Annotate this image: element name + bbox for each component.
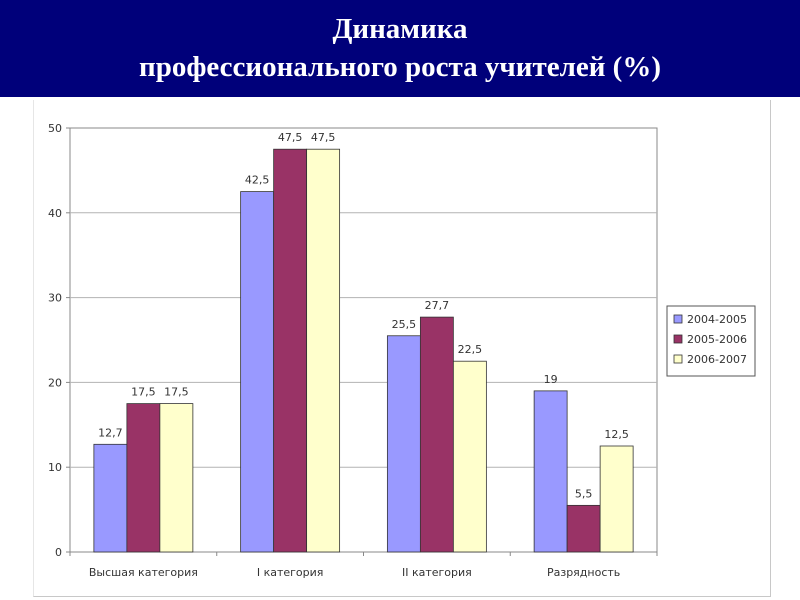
bar-3: [306, 148, 341, 553]
data-label: 19: [544, 373, 558, 386]
data-label: 27,7: [425, 299, 450, 312]
data-label: 22,5: [458, 343, 483, 356]
data-label: 17,5: [164, 386, 189, 399]
data-label: 17,5: [131, 386, 156, 399]
legend-swatch: [673, 334, 683, 344]
x-tick-label: Высшая категория: [89, 566, 198, 579]
x-tick-label: Разрядность: [547, 566, 620, 579]
legend-label: 2006-2007: [687, 353, 747, 366]
legend-swatch: [673, 314, 683, 324]
x-tick-label: II категория: [402, 566, 472, 579]
bar-1: [93, 443, 128, 553]
y-tick-label: 40: [48, 207, 62, 220]
bar-2: [126, 403, 161, 553]
y-tick-label: 0: [55, 546, 62, 559]
y-tick-label: 30: [48, 292, 62, 305]
bar-1: [240, 191, 275, 553]
legend-label: 2005-2006: [687, 333, 747, 346]
legend-label: 2004-2005: [687, 313, 747, 326]
data-label: 47,5: [311, 131, 336, 144]
slide-title-line2: профессионального роста учителей (%): [139, 51, 661, 83]
y-tick-label: 20: [48, 376, 62, 389]
data-label: 25,5: [392, 318, 417, 331]
data-label: 5,5: [575, 487, 593, 500]
data-label: 47,5: [278, 131, 303, 144]
bar-3: [159, 403, 194, 553]
bar-2: [566, 504, 601, 553]
bar-2: [273, 148, 308, 553]
slide-header: Динамика профессионального роста учителе…: [0, 0, 800, 97]
data-label: 12,7: [98, 426, 123, 439]
y-tick-label: 50: [48, 122, 62, 135]
slide-title-line1: Динамика: [332, 13, 468, 45]
data-label: 42,5: [245, 174, 270, 187]
bar-1: [386, 335, 421, 553]
bar-2: [419, 316, 454, 553]
bar-3: [599, 445, 634, 553]
legend-swatch: [673, 354, 683, 364]
x-tick-label: I категория: [257, 566, 324, 579]
y-tick-label: 10: [48, 461, 62, 474]
bar-3: [452, 360, 487, 553]
data-label: 12,5: [604, 428, 629, 441]
bar-1: [533, 390, 568, 553]
